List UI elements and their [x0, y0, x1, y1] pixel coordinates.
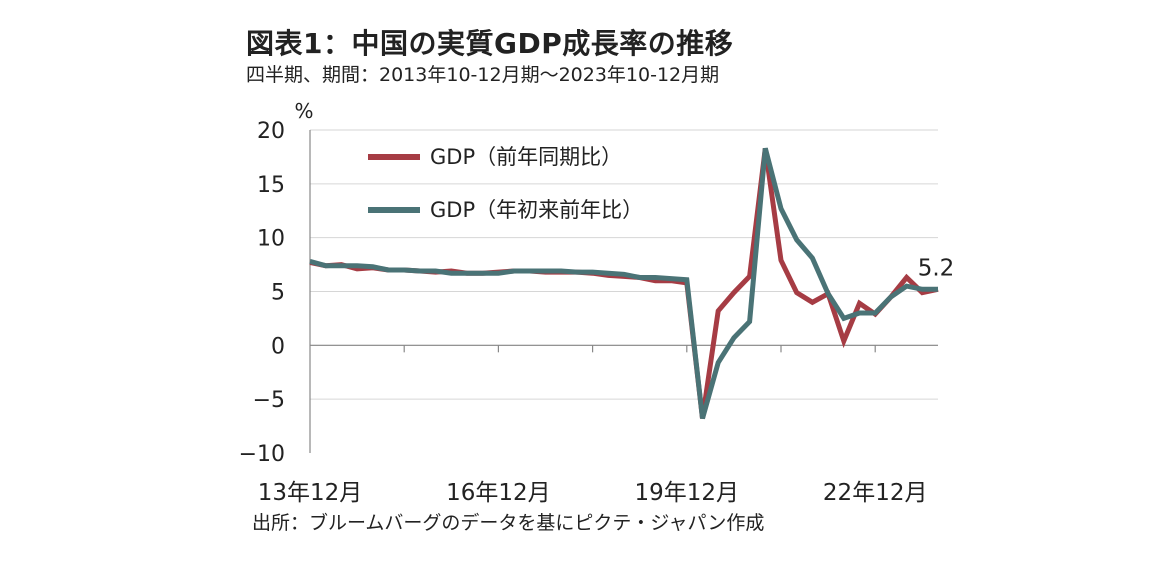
- legend: GDP（前年同期比） GDP（年初来前年比）: [368, 145, 643, 222]
- series-line-ytd: [309, 147, 938, 420]
- chart-subtitle: 四半期、期間：2013年10-12月期～2023年10-12月期: [246, 64, 720, 86]
- y-tick-label: 5: [271, 281, 285, 306]
- chart-title: 図表1：中国の実質GDP成長率の推移: [246, 27, 734, 60]
- legend-label-ytd: GDP（年初来前年比）: [430, 198, 643, 222]
- y-tick-label: −5: [253, 388, 285, 413]
- y-tick-label: 0: [271, 334, 285, 359]
- gridlines: [310, 129, 938, 400]
- y-tick-label: −10: [239, 442, 285, 467]
- data-label-latest: 5.2: [918, 255, 955, 281]
- legend-label-yoy: GDP（前年同期比）: [430, 145, 622, 169]
- source-note: 出所：ブルームバーグのデータを基にピクテ・ジャパン作成: [252, 512, 765, 534]
- x-tick-label: 19年12月: [635, 480, 740, 506]
- y-tick-label: 20: [257, 119, 285, 144]
- series-lines: [309, 147, 939, 420]
- y-tick-label: 10: [257, 227, 285, 252]
- x-tick-label: 22年12月: [823, 480, 928, 506]
- series-line-yoy: [309, 147, 939, 419]
- y-axis-unit: %: [294, 99, 313, 123]
- y-tick-label: 15: [257, 173, 285, 198]
- y-axis: % 20 15 10 5 0 −5 −10: [239, 99, 314, 467]
- x-axis: 13年12月 16年12月 19年12月 22年12月: [258, 344, 938, 506]
- x-tick-label: 16年12月: [446, 480, 551, 506]
- annotations: 5.2: [918, 255, 955, 281]
- x-tick-label: 13年12月: [258, 480, 363, 506]
